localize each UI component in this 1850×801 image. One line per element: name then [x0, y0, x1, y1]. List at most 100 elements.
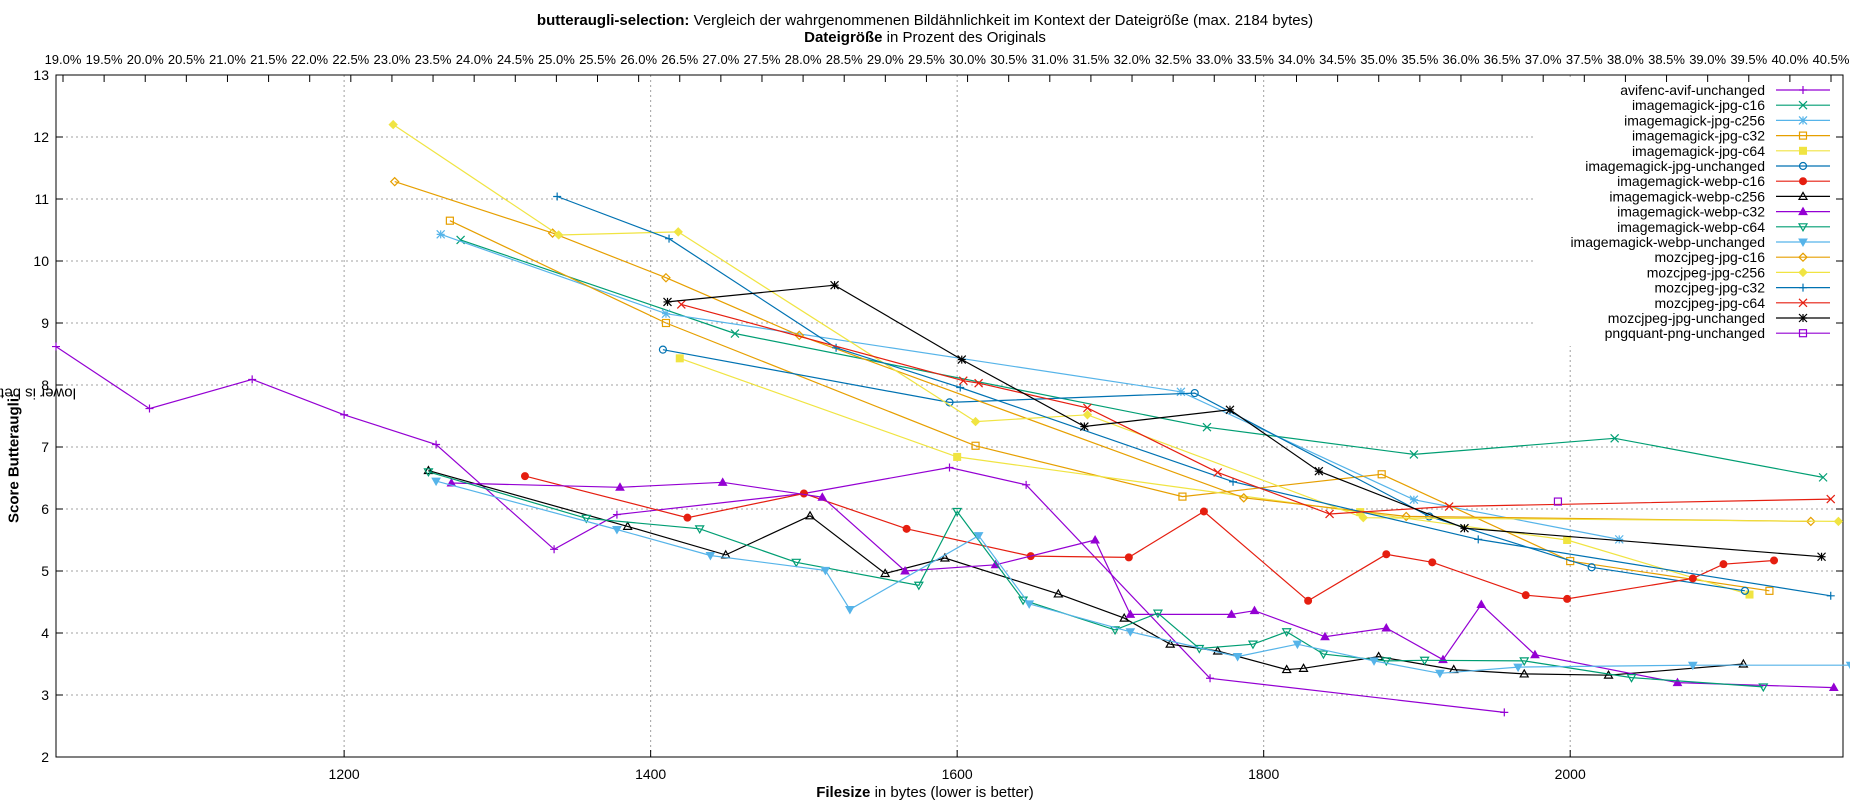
data-point — [1190, 388, 1199, 398]
data-point — [1053, 588, 1064, 598]
x2-tick-label: 20.0% — [127, 52, 164, 67]
data-point — [1826, 494, 1836, 504]
data-point — [1799, 177, 1807, 186]
data-point — [805, 510, 816, 520]
y-tick-label: 2 — [41, 749, 49, 765]
x2-tick-label: 39.0% — [1689, 52, 1726, 67]
legend-label: imagemagick-webp-c64 — [1617, 219, 1765, 235]
data-point — [615, 482, 625, 491]
legend-label: mozcjpeg-jpg-unchanged — [1608, 310, 1765, 326]
y-tick-label: 10 — [33, 253, 49, 269]
data-point — [1298, 663, 1309, 672]
data-point — [1358, 512, 1369, 523]
x2-tick-label: 34.0% — [1278, 52, 1315, 67]
data-point — [673, 227, 683, 237]
legend-entry: imagemagick-jpg-c32 — [1632, 128, 1830, 144]
data-point — [52, 342, 60, 351]
data-point — [1817, 552, 1826, 562]
data-point — [436, 229, 446, 239]
series-line — [451, 481, 1834, 689]
data-point — [1476, 599, 1487, 608]
legend-label: imagemagick-webp-c32 — [1617, 204, 1765, 220]
data-point — [1125, 628, 1136, 637]
x2-tick-label: 30.0% — [949, 52, 986, 67]
data-point — [1024, 600, 1035, 609]
data-point — [1519, 657, 1530, 667]
data-point — [1213, 467, 1223, 477]
data-point — [1090, 534, 1100, 544]
data-point — [675, 354, 684, 363]
x2-tick-label: 26.5% — [661, 52, 698, 67]
data-point — [145, 404, 154, 413]
data-point — [1798, 100, 1808, 110]
data-point — [432, 440, 441, 449]
data-point — [1798, 115, 1808, 125]
x2-tick-label: 23.0% — [373, 52, 410, 67]
x2-tick-label: 31.5% — [1072, 52, 1109, 67]
data-point — [1247, 640, 1258, 650]
data-point — [717, 477, 728, 486]
data-point — [970, 416, 981, 427]
data-point — [1381, 657, 1392, 667]
series-imagemagick-webp-c16 — [520, 472, 1779, 605]
data-point — [581, 514, 592, 524]
legend-entry: mozcjpeg-jpg-c16 — [1655, 249, 1830, 265]
data-point — [1805, 516, 1816, 527]
y-tick-label: 13 — [33, 67, 49, 83]
data-point — [1798, 131, 1808, 140]
series-imagemagick-jpg-c16 — [456, 235, 1828, 482]
data-point — [389, 176, 400, 187]
data-point — [248, 375, 257, 384]
data-point — [900, 565, 910, 575]
data-point — [973, 532, 984, 541]
legend-label: imagemagick-jpg-unchanged — [1585, 158, 1765, 174]
data-point — [830, 280, 839, 290]
data-point — [1460, 523, 1469, 533]
x2-tick-label: 28.5% — [826, 52, 863, 67]
x2-tick-label: 38.5% — [1648, 52, 1685, 67]
x2-tick-label: 33.5% — [1237, 52, 1274, 67]
series-line — [428, 471, 1764, 688]
data-point — [1798, 267, 1808, 278]
data-point — [1519, 668, 1530, 678]
data-point — [1382, 550, 1391, 559]
x2-tick-label: 40.0% — [1771, 52, 1808, 67]
legend-label: avifenc-avif-unchanged — [1620, 82, 1765, 98]
legend-entry: mozcjpeg-jpg-unchanged — [1608, 310, 1830, 326]
data-point — [1758, 683, 1769, 693]
data-point — [388, 119, 398, 130]
data-point — [1719, 560, 1728, 569]
data-point — [1435, 669, 1445, 679]
series-mozcjpeg-jpg-c32 — [553, 192, 1835, 600]
data-point — [1798, 329, 1808, 338]
series-line — [662, 349, 1745, 592]
data-point — [1798, 238, 1808, 248]
data-point — [423, 468, 434, 478]
data-point — [1202, 422, 1212, 432]
data-point — [1587, 563, 1596, 572]
series-imagemagick-webp-c256 — [423, 465, 1749, 679]
x2-tick-label: 22.5% — [332, 52, 369, 67]
data-point — [1124, 553, 1133, 562]
data-point — [1232, 653, 1243, 662]
data-point — [1770, 556, 1779, 565]
data-point — [1765, 586, 1774, 595]
data-point — [1226, 609, 1237, 618]
data-point — [1125, 609, 1136, 618]
legend-entry: mozcjpeg-jpg-c32 — [1655, 280, 1830, 296]
series-imagemagick-webp-c64 — [423, 468, 1769, 693]
data-point — [1563, 594, 1572, 603]
data-point — [1178, 492, 1187, 501]
data-point — [971, 441, 980, 450]
data-point — [658, 345, 668, 354]
data-point — [957, 355, 967, 365]
data-point — [1828, 682, 1839, 692]
legend-label: imagemagick-webp-c16 — [1617, 173, 1765, 189]
data-point — [1083, 403, 1092, 413]
series-line — [428, 470, 1744, 676]
data-point — [445, 216, 454, 225]
data-point — [1798, 298, 1808, 308]
data-point — [939, 552, 950, 562]
series-imagemagick-webp-unchanged — [431, 477, 1850, 679]
